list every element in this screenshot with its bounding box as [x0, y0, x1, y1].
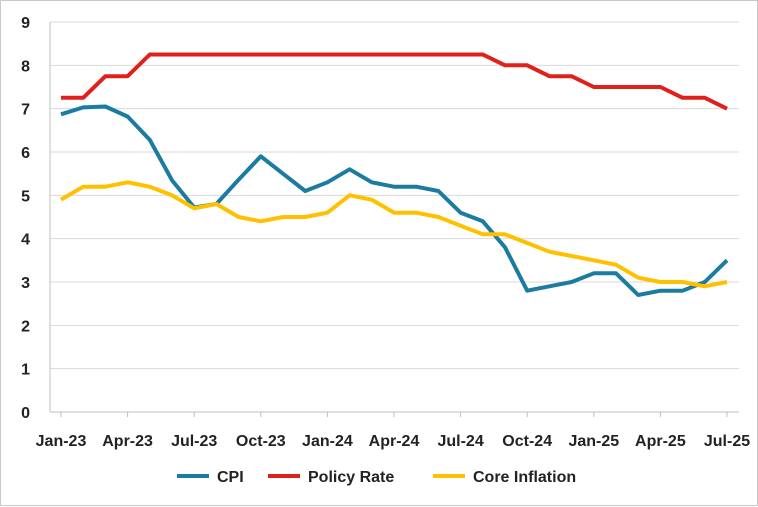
- y-tick-label: 3: [21, 275, 30, 292]
- x-tick-label: Jan-24: [302, 433, 353, 450]
- series-line-core-inflation: [59, 180, 728, 289]
- x-tick-label: Apr-24: [369, 433, 420, 450]
- x-tick-label: Oct-24: [502, 433, 552, 450]
- y-tick-label: 2: [21, 318, 30, 335]
- y-tick-labels: 0 1 2 3 4 5 6 7 8 9: [21, 15, 30, 422]
- legend: CPI Policy Rate Core Inflation: [177, 469, 576, 486]
- legend-label-core-inflation: Core Inflation: [473, 469, 576, 486]
- x-tick-label: Oct-23: [236, 433, 286, 450]
- series-lines: [59, 52, 729, 297]
- x-tick-labels: Jan-23 Apr-23 Jul-23 Oct-23 Jan-24 Apr-24 Jul-…: [36, 433, 751, 450]
- y-tick-label: 8: [21, 58, 30, 75]
- series-line-cpi: [60, 104, 729, 297]
- x-tick-label: Jul-23: [171, 433, 217, 450]
- x-tick-label: Apr-23: [102, 433, 153, 450]
- x-tick-label: Apr-25: [635, 433, 686, 450]
- y-tick-label: 6: [21, 145, 30, 162]
- axes: [49, 22, 739, 417]
- series-line-policy-rate: [61, 52, 728, 111]
- legend-label-policy-rate: Policy Rate: [308, 469, 394, 486]
- gridlines: [50, 21, 739, 370]
- x-tick-label: Jul-24: [437, 433, 483, 450]
- legend-label-cpi: CPI: [217, 469, 244, 486]
- x-tick-label: Jan-25: [568, 433, 619, 450]
- y-tick-label: 0: [21, 405, 30, 422]
- x-tick-label: Jan-23: [36, 433, 87, 450]
- y-tick-label: 1: [21, 362, 30, 379]
- y-tick-label: 7: [21, 102, 30, 119]
- y-tick-label: 4: [21, 232, 30, 249]
- y-tick-label: 5: [21, 188, 30, 205]
- x-tick-label: Jul-25: [704, 433, 750, 450]
- y-tick-label: 9: [21, 15, 30, 32]
